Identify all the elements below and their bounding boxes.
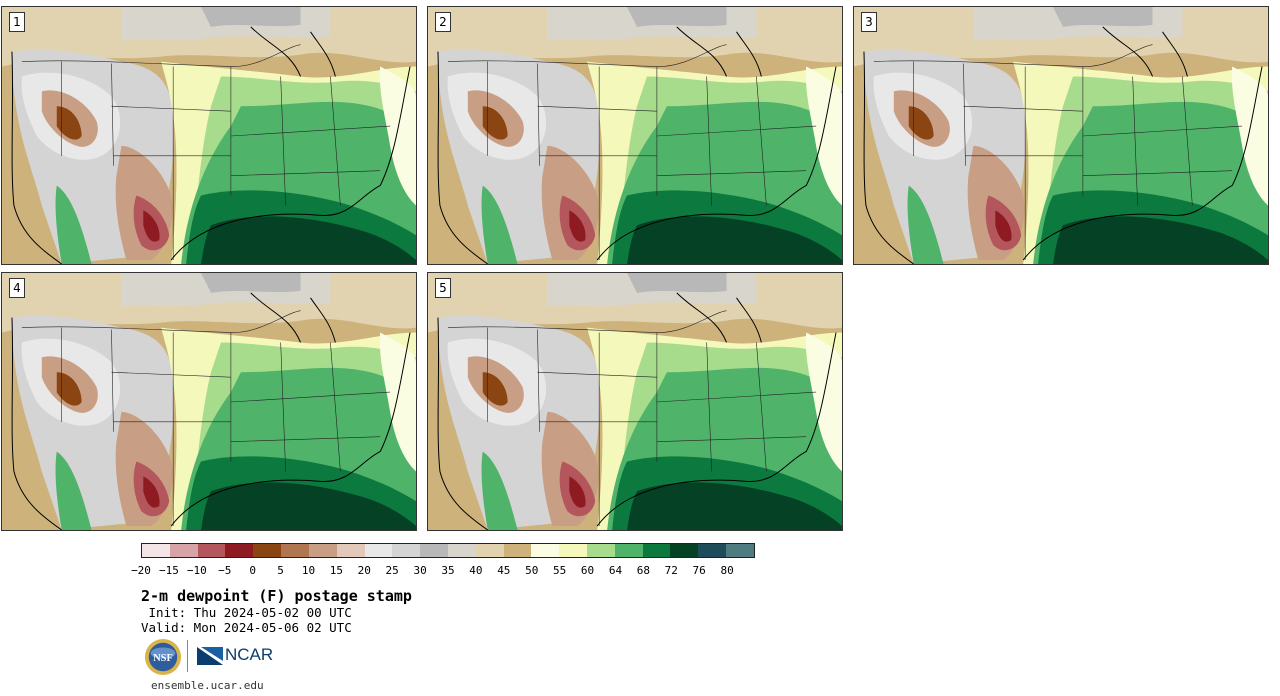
colorbar-tick-label: 68 — [636, 564, 650, 577]
colorbar-swatch — [559, 544, 587, 557]
colorbar-swatch — [142, 544, 170, 557]
dewpoint-map-3 — [854, 7, 1268, 264]
website-url: ensemble.ucar.edu — [151, 679, 264, 692]
ncar-logo: NCAR — [197, 643, 273, 667]
colorbar-tick-label: −15 — [158, 564, 179, 577]
colorbar-swatch — [642, 544, 671, 557]
colorbar-tick-label: 64 — [608, 564, 623, 577]
colorbar-swatch — [614, 544, 643, 557]
dewpoint-map-4 — [2, 273, 416, 530]
chart-title: 2-m dewpoint (F) postage stamp — [141, 587, 412, 605]
panel-label-1: 1 — [9, 12, 25, 32]
dewpoint-map-2 — [428, 7, 842, 264]
nsf-logo: NSF — [144, 638, 182, 676]
colorbar-swatch — [726, 544, 754, 557]
colorbar-swatch — [670, 544, 699, 557]
panel-label-5: 5 — [435, 278, 451, 298]
ncar-logo-text: NCAR — [225, 645, 274, 664]
colorbar-tick-label: −5 — [218, 564, 232, 577]
colorbar-tick-label: 30 — [413, 564, 427, 577]
colorbar-swatch — [364, 544, 393, 557]
colorbar-swatch — [197, 544, 226, 557]
member-panel-4: 4 — [1, 272, 417, 531]
panel-label-2: 2 — [435, 12, 451, 32]
colorbar-swatch — [169, 544, 198, 557]
colorbar-swatch — [531, 544, 560, 557]
colorbar-tick-label: 5 — [277, 564, 284, 577]
colorbar-tick-label: 40 — [469, 564, 483, 577]
colorbar-tick-label: 50 — [525, 564, 539, 577]
member-panel-1: 1 — [1, 6, 417, 265]
member-panel-2: 2 — [427, 6, 843, 265]
colorbar-swatch — [420, 544, 448, 557]
colorbar-tick-label: 60 — [580, 564, 595, 577]
valid-time: Valid: Mon 2024-05-06 02 UTC — [141, 620, 352, 635]
colorbar-tick-label: 35 — [441, 564, 455, 577]
dewpoint-map-5 — [428, 273, 842, 530]
colorbar-swatch — [281, 544, 309, 557]
colorbar-tick-label: 72 — [664, 564, 678, 577]
colorbar-swatch — [308, 544, 337, 557]
colorbar-swatch — [698, 544, 727, 557]
colorbar-swatch — [475, 544, 504, 557]
colorbar-swatch — [503, 544, 532, 557]
colorbar-swatch — [253, 544, 282, 557]
member-panel-5: 5 — [427, 272, 843, 531]
colorbar-tick-label: 45 — [497, 564, 511, 577]
panel-label-3: 3 — [861, 12, 877, 32]
colorbar-tick-label: 10 — [301, 564, 316, 577]
dewpoint-map-1 — [2, 7, 416, 264]
colorbar-tick-label: 15 — [329, 564, 343, 577]
colorbar-swatch — [336, 544, 365, 557]
logo-divider — [187, 640, 188, 672]
colorbar-tick-label: 76 — [692, 564, 706, 577]
colorbar — [141, 543, 755, 558]
colorbar-tick-label: 0 — [249, 564, 256, 577]
colorbar-tick-label: 20 — [357, 564, 371, 577]
nsf-logo-text: NSF — [153, 653, 173, 664]
colorbar-swatch — [225, 544, 254, 557]
panel-label-4: 4 — [9, 278, 25, 298]
colorbar-swatch — [392, 544, 421, 557]
init-time: Init: Thu 2024-05-02 00 UTC — [141, 605, 352, 620]
colorbar-swatch — [447, 544, 476, 557]
colorbar-tick-label: 80 — [720, 564, 734, 577]
colorbar-tick-label: −10 — [186, 564, 207, 577]
colorbar-tick-label: 25 — [385, 564, 399, 577]
ncar-mark-icon — [197, 647, 223, 665]
colorbar-swatch — [587, 544, 615, 557]
member-panel-3: 3 — [853, 6, 1269, 265]
colorbar-tick-label: 55 — [553, 564, 567, 577]
colorbar-tick-label: −20 — [131, 564, 151, 577]
